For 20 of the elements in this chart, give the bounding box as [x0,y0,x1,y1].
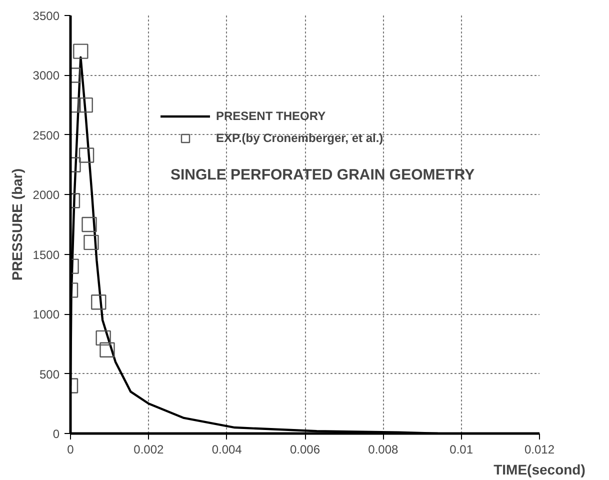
y-tick-label: 2000 [32,188,60,202]
y-axis-title: PRESSURE (bar) [8,168,25,281]
x-tick-label: 0.012 [524,442,555,456]
x-axis-title: TIME(second) [494,462,586,478]
x-tick-label: 0.01 [450,442,474,456]
x-tick-label: 0.008 [368,442,399,456]
y-tick-label: 1000 [32,308,60,322]
y-tick-label: 0 [52,427,60,441]
annotation: SINGLE PERFORATED GRAIN GEOMETRY [170,166,475,184]
y-tick-label: 3500 [32,9,60,23]
legend-label: EXP.(by Cronemberger, et al.) [216,131,384,145]
x-tick-label: 0.004 [212,442,242,456]
x-tick-label: 0 [67,442,74,456]
legend-label: PRESENT THEORY [216,109,326,123]
y-tick-label: 500 [39,367,60,382]
y-tick-label: 3000 [32,68,60,83]
x-tick-label: 0.002 [134,442,164,456]
x-tick-label: 0.006 [290,442,320,456]
y-tick-label: 1500 [32,248,60,262]
y-tick-label: 2500 [32,128,60,142]
